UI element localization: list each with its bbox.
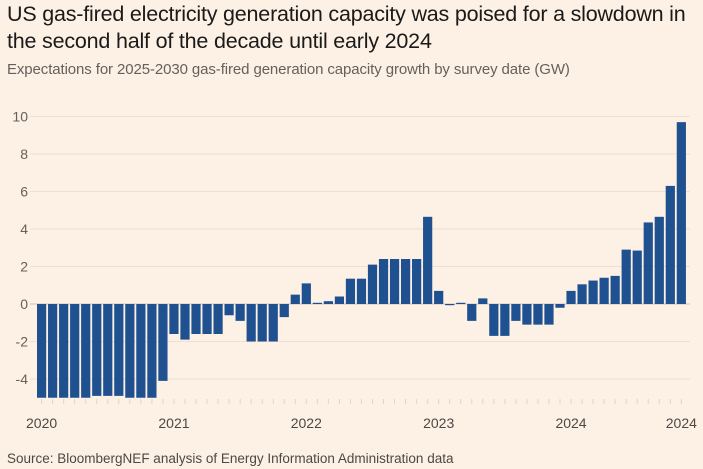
- bar: [213, 304, 223, 334]
- bar: [434, 290, 444, 305]
- bar: [180, 304, 190, 340]
- y-tick-label: 6: [20, 184, 28, 200]
- bar: [125, 304, 135, 398]
- y-tick-label: 0: [20, 296, 28, 312]
- x-tick-label: 2021: [158, 415, 189, 431]
- bar: [246, 304, 256, 342]
- y-tick-label: 4: [20, 221, 28, 237]
- bar: [103, 304, 113, 396]
- bar: [378, 259, 389, 304]
- bar: [643, 222, 653, 304]
- x-tick-label: 2024: [555, 415, 586, 431]
- bar: [533, 304, 543, 325]
- bar: [423, 216, 433, 304]
- bar: [621, 249, 631, 305]
- x-tick-label: 2022: [291, 415, 322, 431]
- bar: [412, 259, 422, 304]
- bar: [676, 122, 686, 305]
- y-tick-label: -4: [16, 371, 29, 387]
- bar: [511, 304, 521, 321]
- bar: [114, 304, 124, 396]
- bar: [37, 304, 47, 398]
- bar: [334, 296, 345, 304]
- bars: [37, 122, 686, 398]
- bar: [500, 304, 510, 336]
- bar: [268, 304, 278, 342]
- bar: [290, 294, 300, 305]
- bar: [588, 280, 598, 304]
- bar: [345, 278, 356, 304]
- bar: [279, 304, 289, 318]
- bar: [191, 304, 201, 334]
- chart-subtitle: Expectations for 2025-2030 gas-fired gen…: [7, 61, 570, 78]
- bar: [445, 304, 455, 306]
- bar: [555, 304, 565, 308]
- x-axis: 2020 2021 2022 2023 2024 2024: [26, 399, 697, 431]
- bar: [224, 304, 234, 316]
- bar: [610, 275, 620, 305]
- bar: [323, 301, 333, 304]
- bar: [389, 259, 400, 304]
- bar: [632, 250, 642, 304]
- bar: [301, 283, 311, 305]
- bar: [577, 284, 587, 304]
- bar: [522, 304, 532, 325]
- bar: [202, 304, 212, 334]
- bar: [158, 304, 168, 381]
- y-axis-ticks: 10 8 6 4 2 0 -2 -4: [12, 109, 28, 388]
- chart-title: US gas-fired electricity generation capa…: [7, 2, 686, 53]
- bar: [654, 216, 664, 304]
- x-tick-label: 2020: [26, 415, 57, 431]
- y-tick-label: 8: [20, 146, 28, 162]
- bar: [92, 304, 102, 396]
- bar: [59, 304, 69, 398]
- bar: [70, 304, 80, 398]
- bar: [489, 304, 499, 336]
- x-tick-label: 2023: [423, 415, 454, 431]
- bar: [356, 278, 367, 304]
- y-tick-label: -2: [16, 334, 29, 350]
- bar: [544, 304, 554, 325]
- bar: [478, 298, 488, 305]
- bar: [566, 290, 576, 305]
- bar: [257, 304, 267, 342]
- bar: [169, 304, 179, 334]
- bar: [312, 302, 322, 304]
- bar: [467, 304, 477, 321]
- y-tick-label: 10: [12, 109, 28, 125]
- bar: [665, 185, 675, 305]
- bar: [147, 304, 157, 398]
- bar: [136, 304, 146, 398]
- bar: [235, 304, 245, 321]
- bar: [456, 302, 466, 304]
- source-note: Source: BloombergNEF analysis of Energy …: [7, 451, 454, 466]
- y-tick-label: 2: [20, 259, 28, 275]
- bar: [599, 277, 609, 304]
- bar: [48, 304, 58, 398]
- bar: [400, 259, 411, 304]
- x-tick-label: 2024: [666, 415, 697, 431]
- bar: [81, 304, 91, 398]
- bar: [367, 264, 378, 305]
